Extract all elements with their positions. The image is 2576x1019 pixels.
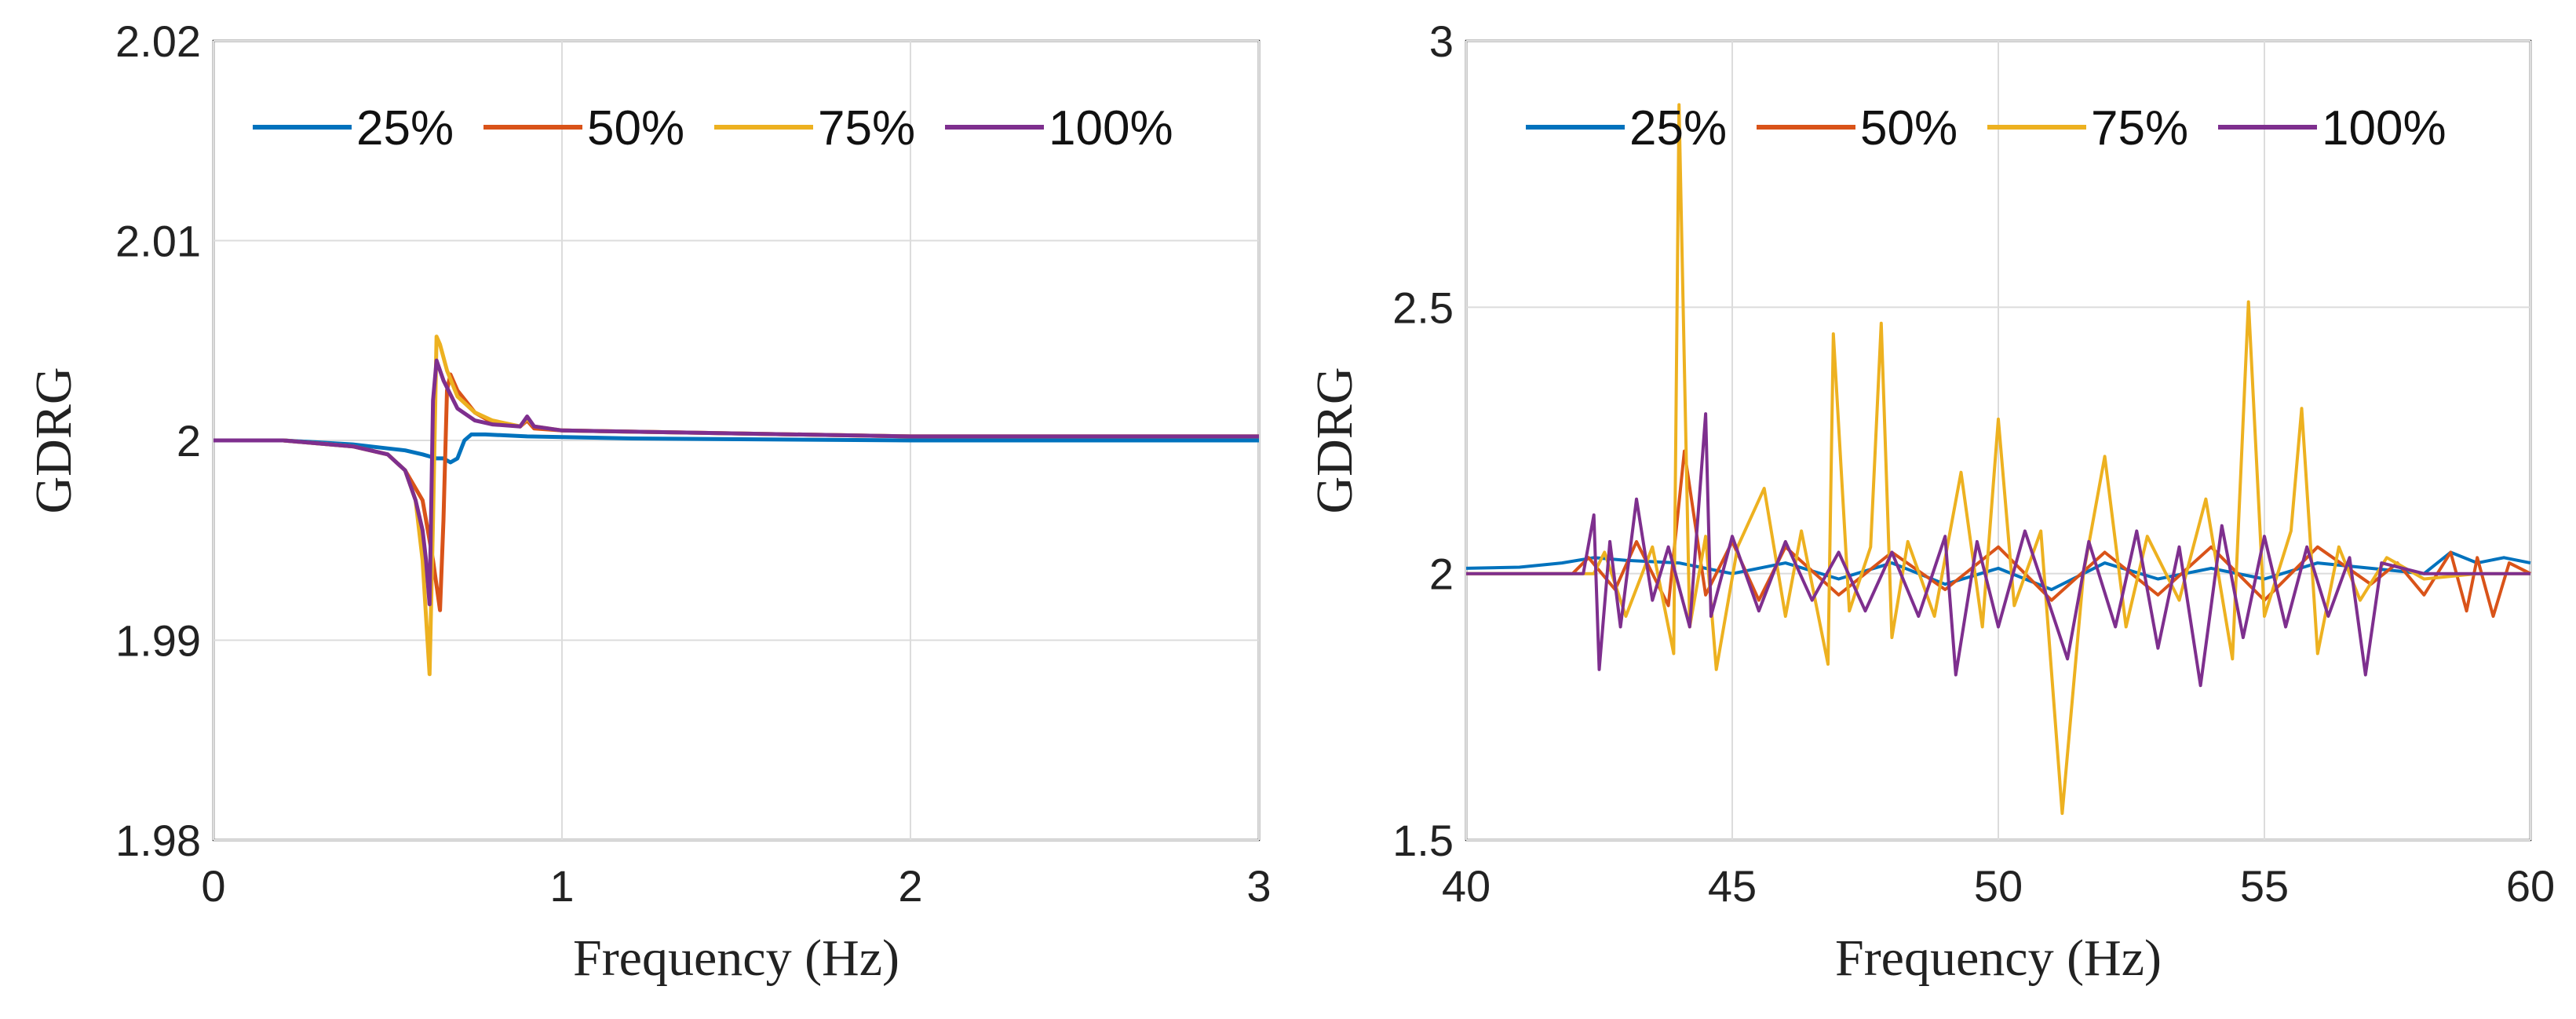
x-tick-label: 1 [549,861,574,911]
legend-label-25: 25% [356,101,454,155]
y-tick-label: 2.02 [115,16,201,66]
legend: 25% 50% 75% 100% [1526,101,2446,155]
y-tick-label: 2 [177,416,201,466]
chart-panel-left: 0 1 2 3 1.98 1.99 2 2.01 2.02 Frequency … [25,16,1272,987]
x-tick-label: 3 [1246,861,1271,911]
y-axis-title: GDRG [1306,367,1363,513]
series-line-100pct [213,358,1259,607]
y-tick-label: 2 [1429,550,1454,599]
legend-label-50: 50% [587,101,684,155]
y-axis-title: GDRG [25,367,82,513]
legend-label-100: 100% [1049,101,1173,155]
legend: 25% 50% 75% 100% [253,101,1173,155]
y-tick-label: 3 [1429,16,1454,66]
chart-panel-right: 40 45 50 55 60 1.5 2 2.5 3 Frequency (Hz… [1306,16,2555,987]
x-axis-title: Frequency (Hz) [1835,930,2162,987]
x-tick-label: 50 [1974,861,2023,911]
y-tick-label: 1.99 [115,616,201,666]
x-tick-labels: 40 45 50 55 60 [1442,861,2555,911]
x-tick-labels: 0 1 2 3 [201,861,1271,911]
series-line-75pct [1466,103,2530,816]
y-tick-label: 2.01 [115,217,201,266]
x-tick-label: 55 [2240,861,2289,911]
y-tick-label: 2.5 [1392,283,1454,332]
legend-label-75: 75% [2091,101,2188,155]
legend-label-75: 75% [818,101,915,155]
x-tick-label: 40 [1442,861,1491,911]
grid-lines [1465,40,2531,841]
y-tick-label: 1.5 [1392,816,1454,865]
legend-label-50: 50% [1860,101,1958,155]
legend-label-100: 100% [2322,101,2446,155]
x-tick-label: 2 [898,861,922,911]
y-tick-label: 1.98 [115,816,201,865]
x-tick-label: 60 [2506,861,2555,911]
data-series [213,334,1259,677]
data-series [1465,103,2531,816]
series-line-100pct [1466,412,2530,688]
x-axis-title: Frequency (Hz) [573,930,899,987]
x-tick-label: 45 [1708,861,1757,911]
x-tick-label: 0 [201,861,225,911]
series-line-50pct [1466,449,2531,618]
y-tick-labels: 1.98 1.99 2 2.01 2.02 [115,16,201,865]
y-tick-labels: 1.5 2 2.5 3 [1392,16,1454,865]
legend-label-25: 25% [1629,101,1727,155]
